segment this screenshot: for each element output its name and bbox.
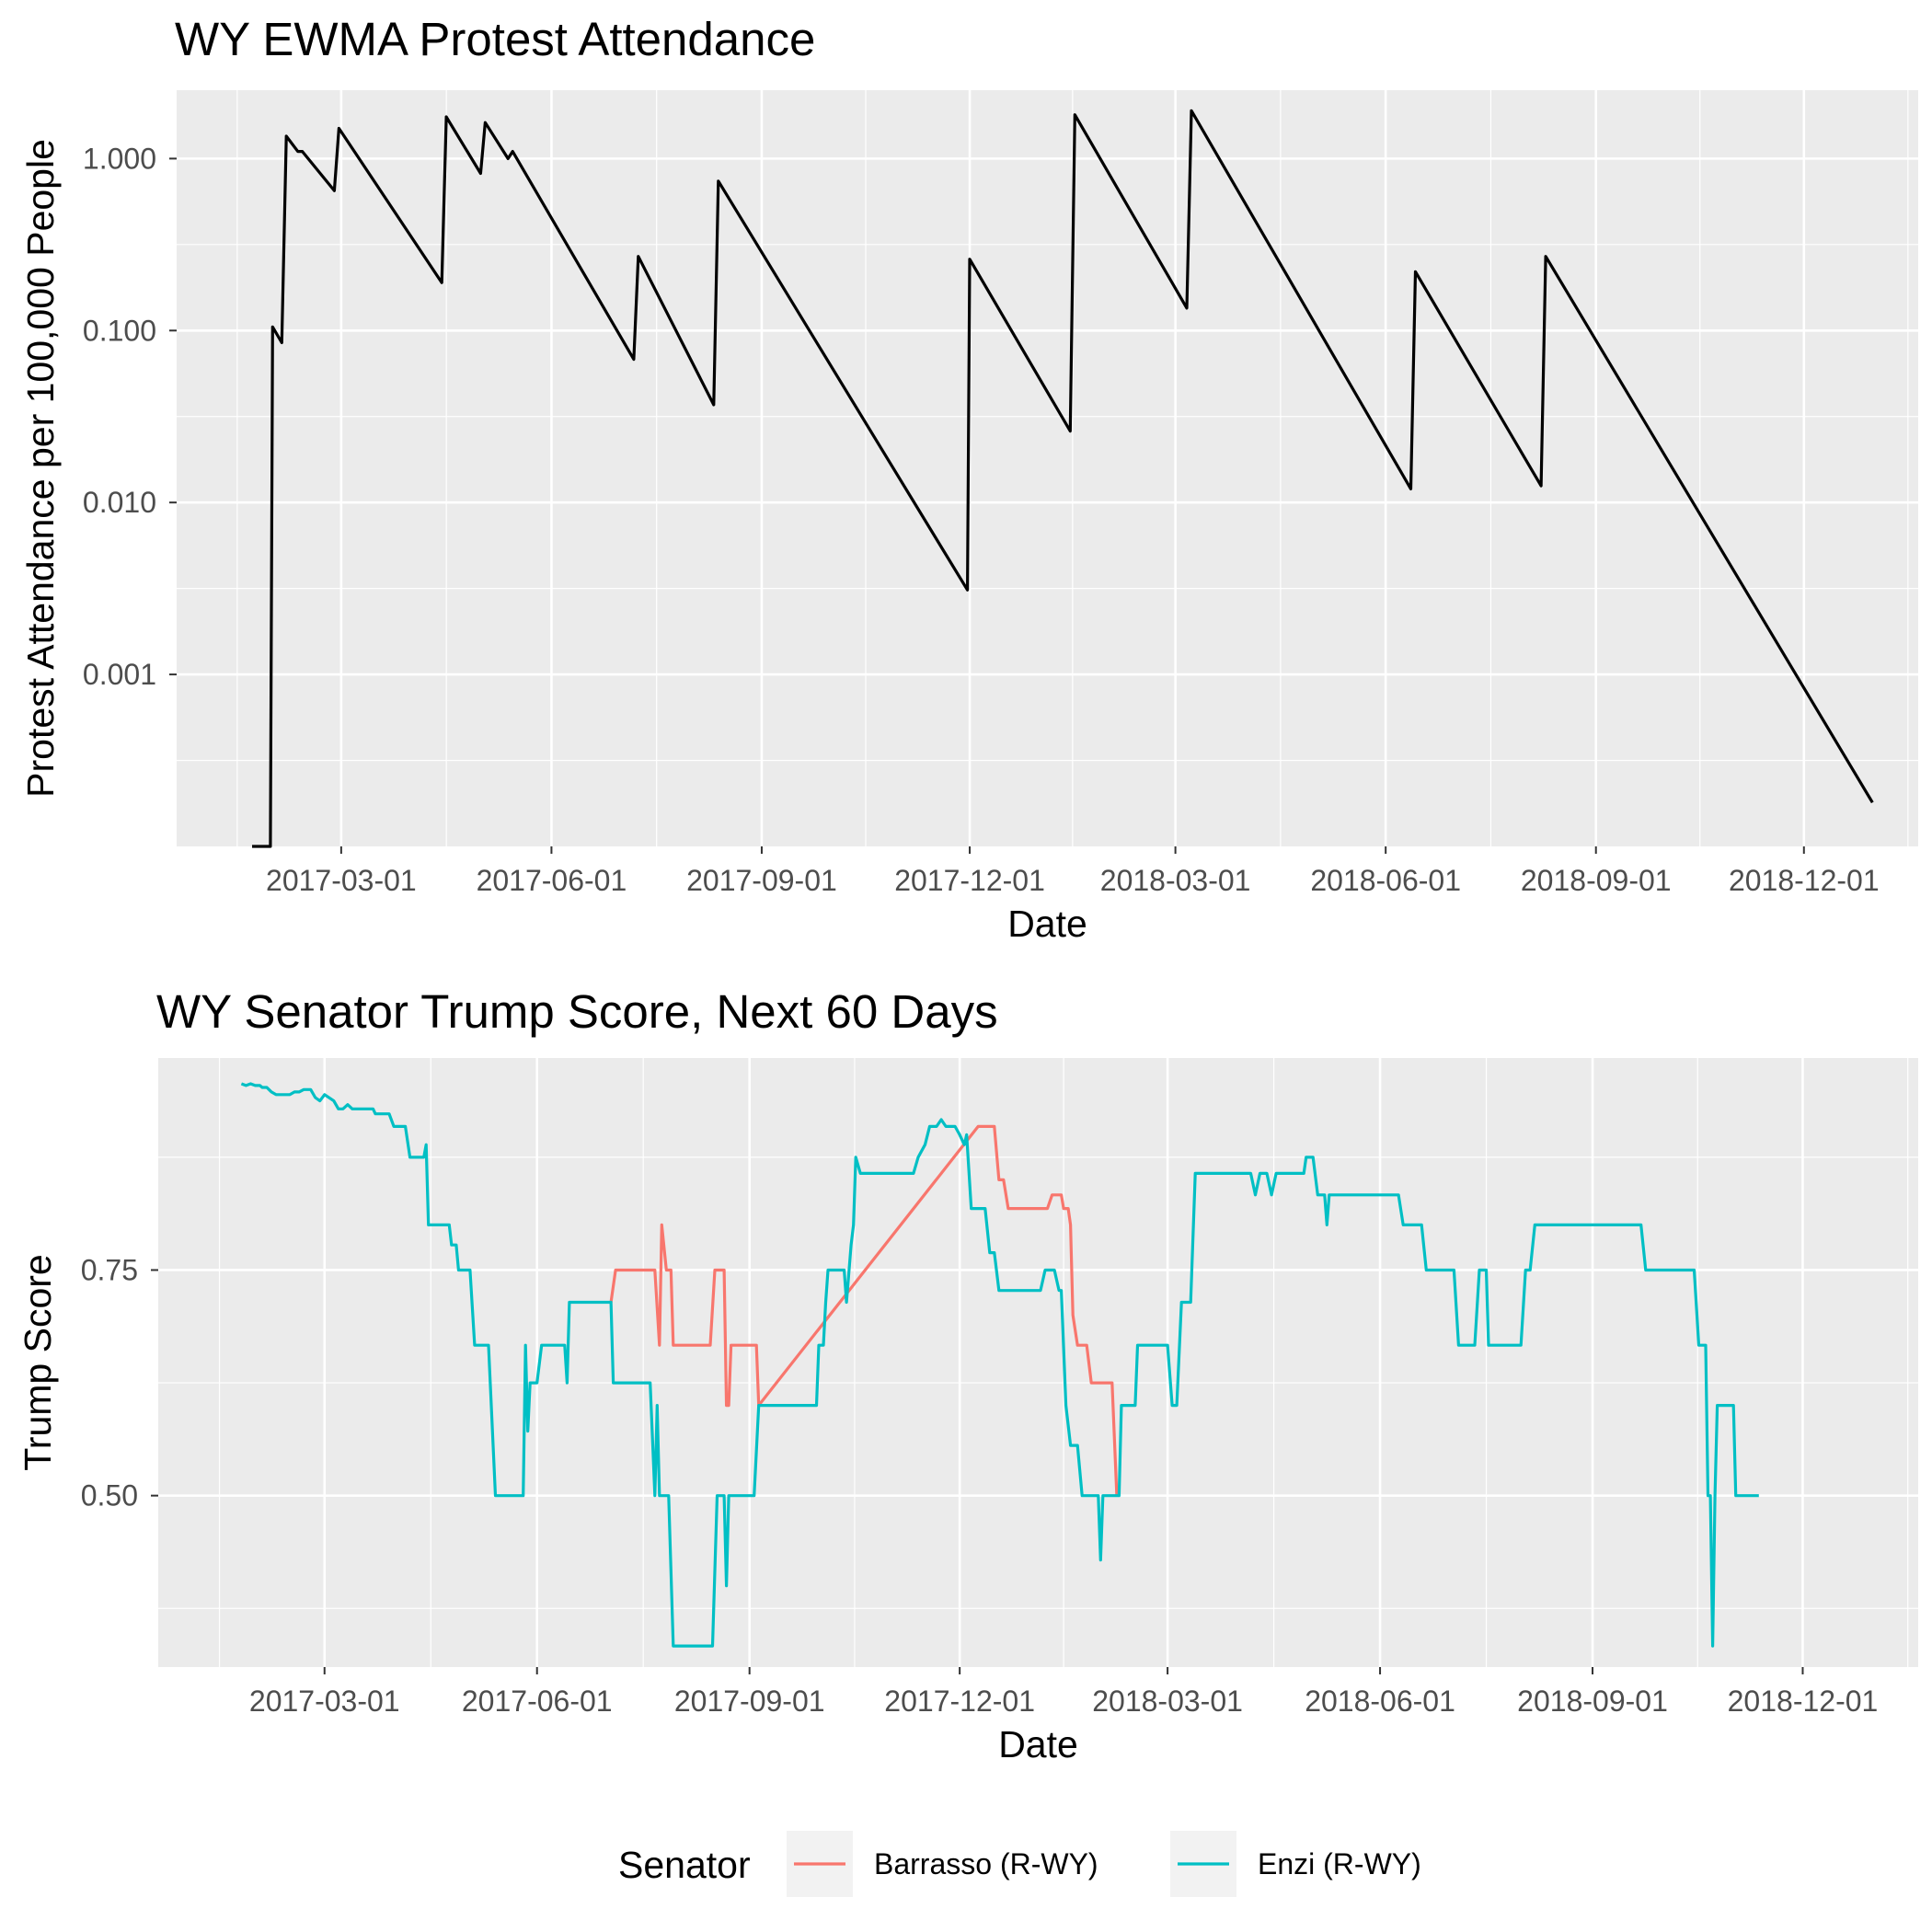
x-tick-label: 2018-03-01 — [1100, 864, 1251, 897]
x-tick-label: 2017-09-01 — [686, 864, 837, 897]
y-axis-title: Trump Score — [17, 1254, 59, 1470]
x-tick-label: 2017-03-01 — [266, 864, 417, 897]
x-tick-label: 2018-06-01 — [1310, 864, 1461, 897]
x-tick-label: 2017-06-01 — [477, 864, 627, 897]
legend-label: Enzi (R-WY) — [1258, 1847, 1421, 1880]
y-tick-label: 0.100 — [83, 314, 156, 347]
y-tick-label: 1.000 — [83, 142, 156, 175]
plot-panel — [158, 1058, 1918, 1667]
x-tick-label: 2018-09-01 — [1517, 1685, 1668, 1718]
chart-title: WY Senator Trump Score, Next 60 Days — [156, 985, 998, 1038]
x-axis-title: Date — [998, 1723, 1078, 1765]
legend-title: Senator — [618, 1844, 751, 1886]
x-tick-label: 2017-06-01 — [462, 1685, 613, 1718]
legend-label: Barrasso (R-WY) — [874, 1847, 1098, 1880]
x-tick-label: 2017-12-01 — [894, 864, 1045, 897]
x-tick-label: 2018-06-01 — [1305, 1685, 1455, 1718]
series-line-barrasso — [609, 1124, 1119, 1496]
y-tick-label: 0.50 — [81, 1479, 138, 1512]
x-axis-title: Date — [1007, 903, 1087, 945]
x-tick-label: 2018-03-01 — [1092, 1685, 1243, 1718]
x-tick-label: 2017-12-01 — [884, 1685, 1035, 1718]
series-line — [252, 109, 1874, 848]
plot-panel — [177, 90, 1918, 846]
x-tick-label: 2018-12-01 — [1728, 1685, 1879, 1718]
protest-attendance-chart: 2017-03-01 2017-06-01 2017-09-01 2017-12-01… — [19, 13, 1918, 945]
series-line-enzi — [240, 1082, 1759, 1648]
x-tick-label: 2018-12-01 — [1729, 864, 1880, 897]
legend: Senator Barrasso (R-WY) Enzi (R-WY) — [618, 1831, 1421, 1897]
trump-score-chart: 2017-03-01 2017-06-01 2017-09-01 2017-12-01… — [17, 985, 1918, 1765]
y-tick-label: 0.010 — [83, 486, 156, 519]
y-axis-title: Protest Attendance per 100,000 People — [19, 139, 62, 798]
y-tick-label: 0.001 — [83, 658, 156, 691]
chart-title: WY EWMA Protest Attendance — [175, 13, 815, 65]
x-tick-label: 2017-03-01 — [249, 1685, 400, 1718]
x-tick-label: 2017-09-01 — [674, 1685, 825, 1718]
y-tick-label: 0.75 — [81, 1253, 138, 1286]
x-tick-label: 2018-09-01 — [1521, 864, 1672, 897]
